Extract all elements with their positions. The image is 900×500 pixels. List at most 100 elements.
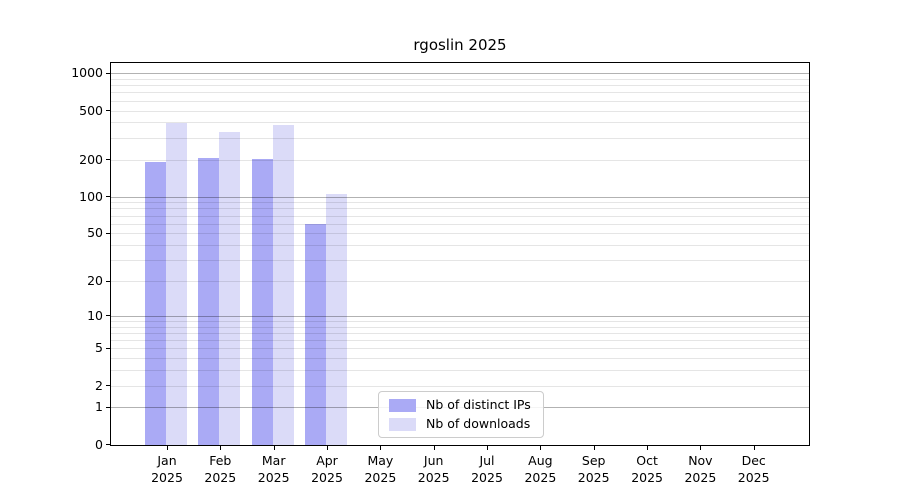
gridline-minor-6 — [111, 340, 809, 342]
y-tick-mark-200 — [106, 159, 110, 161]
gridline-minor-400 — [111, 122, 809, 124]
bars-layer — [111, 63, 809, 445]
x-tick-label-aug: Aug 2025 — [508, 452, 572, 486]
y-tick-label-5: 5 — [95, 340, 103, 356]
grid-layer — [111, 63, 809, 445]
x-tick-label-feb: Feb 2025 — [188, 452, 252, 486]
gridline-100 — [111, 196, 809, 198]
gridline-1000 — [111, 73, 809, 75]
bar-downloads-jan — [166, 122, 187, 445]
x-tick-year: 2025 — [257, 470, 290, 485]
gridline-minor-9 — [111, 320, 809, 322]
x-tick-year: 2025 — [684, 470, 717, 485]
x-tick-year: 2025 — [631, 470, 663, 485]
x-tick-label-mar: Mar 2025 — [242, 452, 306, 486]
gridline-20 — [111, 281, 809, 282]
x-tick-year: 2025 — [204, 470, 237, 485]
y-tick-label-1000: 1000 — [71, 65, 103, 81]
gridline-5 — [111, 348, 809, 350]
x-tick-label-jun: Jun 2025 — [402, 452, 466, 486]
y-tick-mark-20 — [106, 280, 110, 282]
gridline-minor-40 — [111, 245, 809, 246]
y-tick-label-100: 100 — [79, 188, 103, 204]
x-tick-mark-jul — [487, 446, 488, 450]
x-tick-mark-sep — [593, 446, 595, 450]
bar-distinct-ips-feb — [198, 158, 220, 445]
legend-item-distinct-ips: Nb of distinct IPs — [389, 398, 533, 412]
x-tick-mark-nov — [700, 446, 702, 450]
bar-distinct-ips-mar — [251, 158, 273, 445]
x-tick-mark-oct — [647, 446, 649, 450]
y-tick-mark-5 — [106, 347, 110, 349]
x-tick-year: 2025 — [524, 470, 557, 485]
gridline-minor-900 — [111, 78, 809, 80]
x-tick-label-jan: Jan 2025 — [135, 452, 199, 486]
gridline-minor-700 — [111, 92, 809, 94]
x-tick-mark-jun — [433, 446, 435, 450]
x-tick-label-sep: Sep 2025 — [562, 452, 626, 486]
gridline-minor-300 — [111, 137, 809, 139]
x-tick-label-apr: Apr 2025 — [295, 452, 359, 486]
x-tick-year: 2025 — [737, 470, 770, 485]
legend-item-downloads: Nb of downloads — [389, 417, 533, 431]
x-tick-mark-feb — [220, 446, 222, 450]
x-tick-year: 2025 — [151, 470, 183, 485]
y-tick-label-200: 200 — [79, 151, 103, 167]
x-tick-mark-aug — [540, 446, 542, 450]
bar-downloads-apr — [326, 194, 347, 445]
y-tick-label-0: 0 — [95, 436, 103, 452]
x-tick-year: 2025 — [471, 470, 503, 485]
chart-title: rgoslin 2025 — [413, 36, 507, 54]
gridline-minor-70 — [111, 215, 809, 217]
bar-downloads-mar — [272, 124, 294, 445]
y-tick-mark-2 — [106, 385, 110, 387]
gridline-minor-7 — [111, 332, 809, 334]
x-tick-mark-mar — [273, 446, 275, 450]
y-tick-label-500: 500 — [79, 102, 103, 118]
gridline-minor-3 — [111, 370, 809, 372]
legend-swatch-downloads — [389, 417, 416, 431]
x-tick-year: 2025 — [577, 470, 610, 485]
x-tick-year: 2025 — [417, 470, 450, 485]
gridline-minor-90 — [111, 202, 809, 204]
x-tick-label-nov: Nov 2025 — [668, 452, 732, 486]
x-tick-mark-dec — [753, 446, 755, 450]
x-tick-label-oct: Oct 2025 — [615, 452, 679, 486]
gridline-minor-600 — [111, 100, 809, 102]
y-tick-mark-10 — [106, 315, 110, 317]
bar-distinct-ips-apr — [305, 223, 326, 445]
y-tick-mark-1000 — [106, 72, 110, 74]
bar-downloads-feb — [219, 131, 241, 445]
legend-label-distinct-ips: Nb of distinct IPs — [426, 397, 531, 412]
x-tick-year: 2025 — [311, 470, 343, 485]
y-tick-label-20: 20 — [87, 273, 103, 288]
gridline-minor-30 — [111, 260, 809, 262]
bar-distinct-ips-jan — [145, 161, 166, 445]
gridline-minor-8 — [111, 326, 809, 328]
gridline-2 — [111, 385, 809, 387]
gridline-500 — [111, 110, 809, 112]
y-tick-label-50: 50 — [87, 225, 103, 241]
x-tick-label-may: May 2025 — [348, 452, 412, 486]
y-tick-mark-100 — [106, 196, 110, 198]
gridline-200 — [111, 159, 809, 161]
legend-swatch-distinct-ips — [389, 398, 416, 412]
gridline-minor-80 — [111, 208, 809, 210]
gridline-minor-800 — [111, 85, 809, 87]
y-tick-mark-1 — [106, 406, 110, 408]
y-tick-mark-0 — [106, 444, 110, 446]
gridline-50 — [111, 233, 809, 235]
y-tick-mark-500 — [106, 110, 110, 111]
gridline-10 — [111, 315, 809, 317]
legend-label-downloads: Nb of downloads — [426, 416, 531, 431]
y-tick-label-10: 10 — [87, 307, 103, 323]
y-tick-label-2: 2 — [95, 377, 103, 393]
gridline-minor-60 — [111, 223, 809, 225]
x-tick-label-jul: Jul 2025 — [455, 452, 519, 486]
x-tick-mark-jan — [167, 446, 168, 450]
gridline-minor-4 — [111, 358, 809, 360]
plot-area: Nb of distinct IPs Nb of downloads — [110, 62, 810, 446]
x-tick-mark-may — [380, 446, 382, 450]
legend: Nb of distinct IPs Nb of downloads — [378, 391, 544, 438]
